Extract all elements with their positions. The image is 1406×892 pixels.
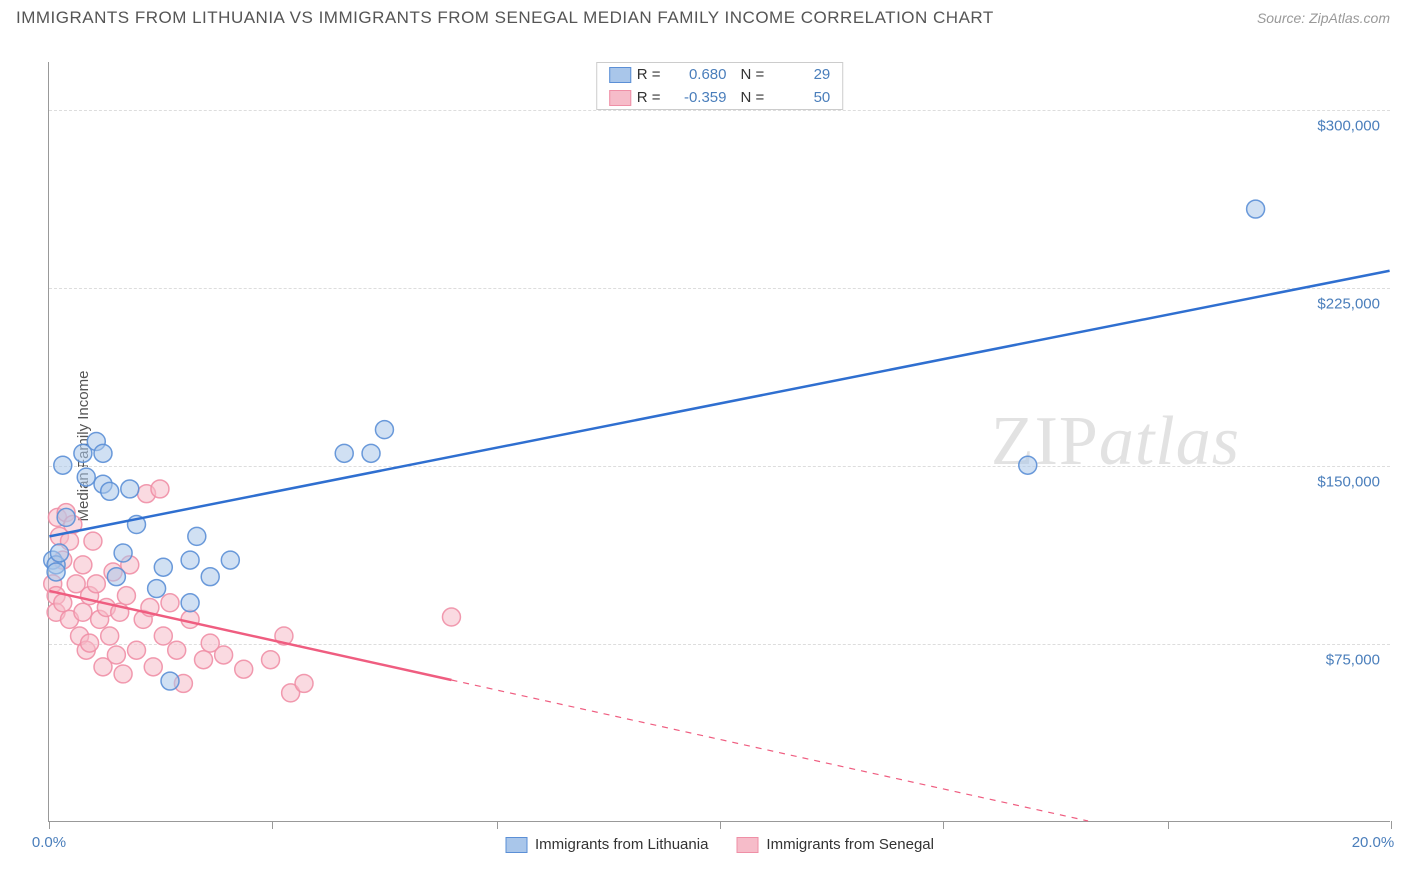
x-tick-label: 0.0% bbox=[32, 834, 66, 851]
legend-item-label: Immigrants from Senegal bbox=[766, 836, 934, 853]
legend-row: R = -0.359 N = 50 bbox=[597, 86, 843, 109]
x-tick bbox=[49, 821, 50, 829]
swatch-icon bbox=[505, 837, 527, 853]
n-value: 29 bbox=[770, 66, 830, 83]
swatch-icon bbox=[609, 67, 631, 83]
swatch-icon bbox=[736, 837, 758, 853]
x-tick bbox=[1168, 821, 1169, 829]
legend-item-label: Immigrants from Lithuania bbox=[535, 836, 708, 853]
legend-row: R = 0.680 N = 29 bbox=[597, 63, 843, 86]
legend-series: Immigrants from Lithuania Immigrants fro… bbox=[505, 836, 934, 853]
x-tick bbox=[943, 821, 944, 829]
chart-title: IMMIGRANTS FROM LITHUANIA VS IMMIGRANTS … bbox=[16, 8, 994, 28]
n-label: N = bbox=[741, 66, 765, 83]
trend-line bbox=[49, 271, 1389, 537]
n-value: 50 bbox=[770, 89, 830, 106]
n-label: N = bbox=[741, 89, 765, 106]
x-tick bbox=[497, 821, 498, 829]
title-bar: IMMIGRANTS FROM LITHUANIA VS IMMIGRANTS … bbox=[0, 0, 1406, 32]
legend-correlation: R = 0.680 N = 29 R = -0.359 N = 50 bbox=[596, 62, 844, 110]
r-value: 0.680 bbox=[667, 66, 727, 83]
x-tick-label: 20.0% bbox=[1352, 834, 1395, 851]
r-value: -0.359 bbox=[667, 89, 727, 106]
trend-line-extrapolated bbox=[451, 680, 1088, 821]
swatch-icon bbox=[609, 90, 631, 106]
x-tick bbox=[720, 821, 721, 829]
legend-item: Immigrants from Senegal bbox=[736, 836, 934, 853]
source-label: Source: ZipAtlas.com bbox=[1257, 10, 1390, 26]
x-tick bbox=[1391, 821, 1392, 829]
x-tick bbox=[272, 821, 273, 829]
r-label: R = bbox=[637, 66, 661, 83]
legend-item: Immigrants from Lithuania bbox=[505, 836, 708, 853]
r-label: R = bbox=[637, 89, 661, 106]
trend-lines bbox=[49, 62, 1390, 821]
plot-area: ZIPatlas R = 0.680 N = 29 R = -0.359 N =… bbox=[48, 62, 1390, 822]
trend-line bbox=[49, 591, 451, 680]
